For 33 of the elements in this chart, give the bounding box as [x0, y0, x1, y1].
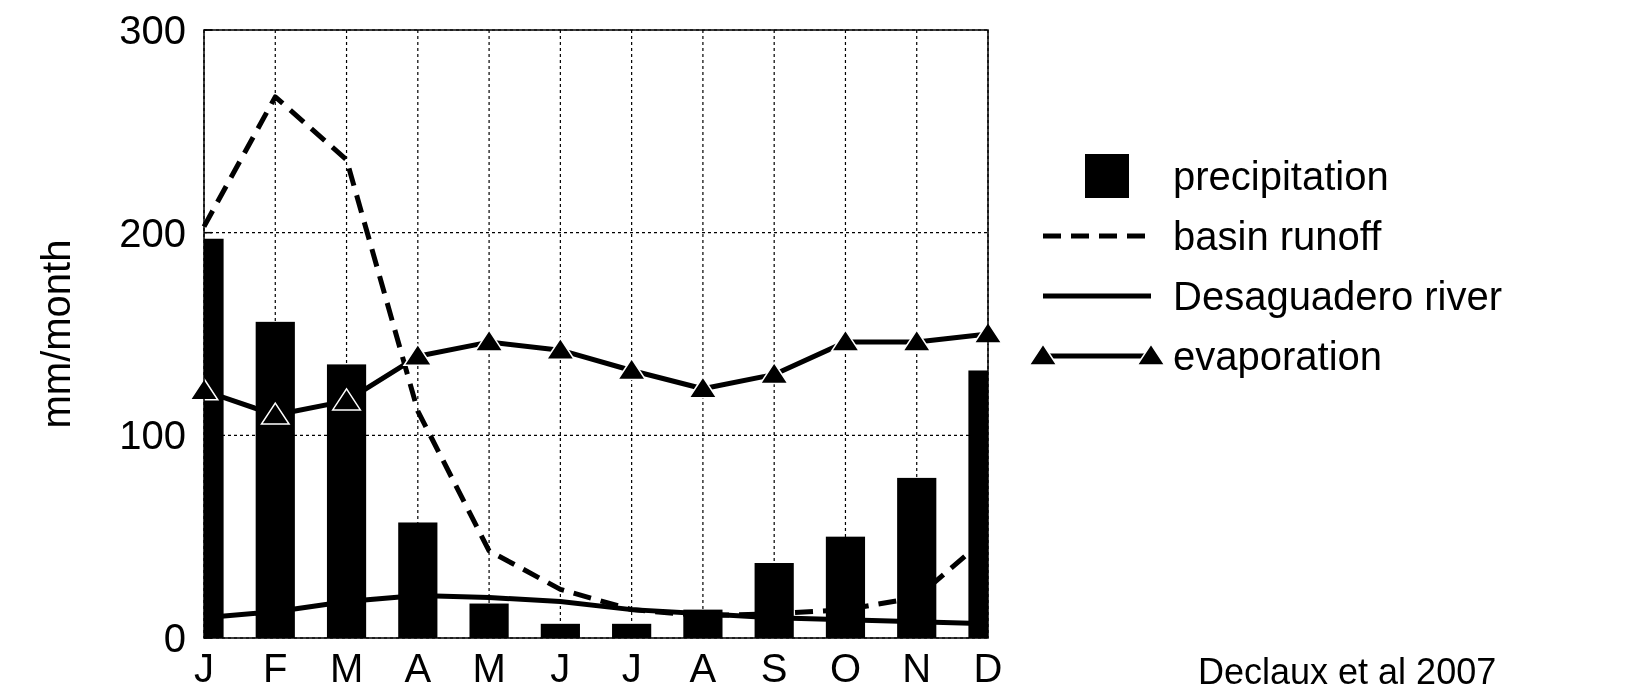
point	[902, 329, 932, 352]
point	[474, 329, 504, 352]
x-tick-label: O	[829, 646, 862, 690]
y-tick-label: 0	[163, 616, 186, 660]
x-tick-label: A	[404, 646, 432, 690]
legend-label: precipitation	[1173, 154, 1389, 198]
text: Declaux et al 2007	[1198, 651, 1497, 692]
y-axis-title: mm/month	[34, 239, 78, 429]
point	[617, 357, 647, 381]
point	[403, 343, 433, 367]
y-tick-label: 200	[119, 210, 186, 255]
x-tick-label: M	[472, 646, 506, 690]
x-tick-label: J	[621, 646, 642, 690]
legend-label: Desaguadero river	[1173, 274, 1503, 318]
point	[973, 321, 1003, 344]
legend-label: evaporation	[1173, 334, 1383, 378]
point	[332, 388, 362, 411]
x-tick-label: F	[263, 646, 288, 690]
x-tick-label: D	[973, 646, 1003, 690]
legend-label: basin runoff	[1173, 214, 1383, 258]
x-tick-label: A	[689, 646, 717, 690]
x-tick-label: M	[329, 646, 364, 690]
point	[830, 329, 860, 352]
x-tick-label: J	[550, 646, 571, 690]
x-tick-label: N	[902, 646, 932, 690]
y-tick-label: 300	[119, 8, 186, 52]
point	[545, 337, 575, 360]
x-tick-label: S	[760, 646, 788, 690]
y-tick-label: 100	[119, 413, 186, 458]
point	[688, 375, 718, 399]
point	[759, 361, 789, 385]
x-tick-label: J	[194, 646, 214, 690]
point	[260, 402, 290, 425]
